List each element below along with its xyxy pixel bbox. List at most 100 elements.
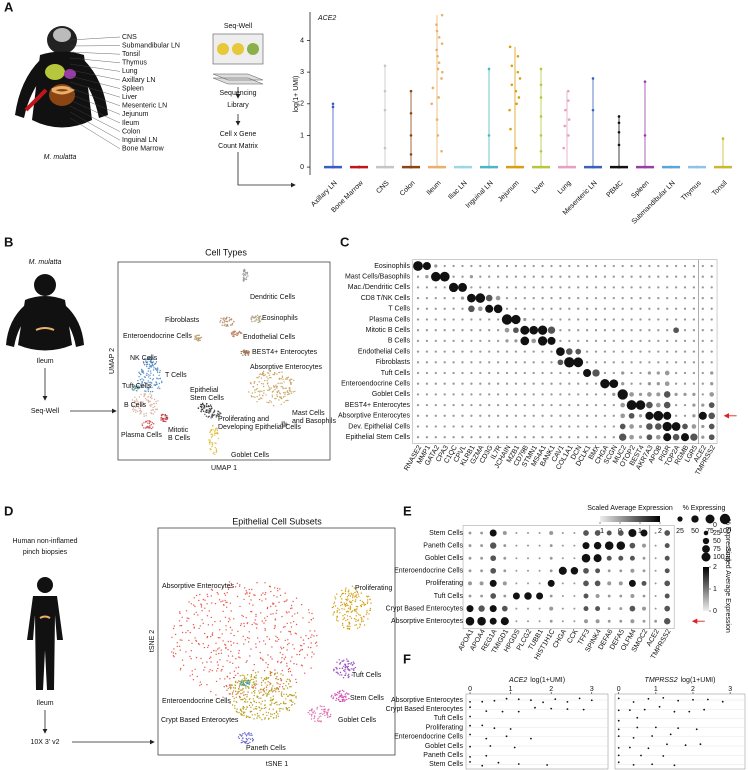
cell-point <box>335 666 337 669</box>
cell-point <box>255 705 257 708</box>
cell-point <box>233 334 235 336</box>
cell-point <box>199 593 201 596</box>
cell-point <box>245 716 248 719</box>
cell-point <box>305 635 307 637</box>
cell-point <box>270 715 272 718</box>
cell-point <box>231 332 233 335</box>
cell-point <box>213 451 215 453</box>
cell-point <box>331 606 334 609</box>
data-point <box>513 746 516 749</box>
cell-point <box>284 391 286 394</box>
dot <box>629 605 636 612</box>
dot <box>479 393 482 396</box>
cell-point <box>172 655 175 657</box>
cell-point <box>226 321 228 323</box>
cell-point <box>201 402 204 405</box>
dot <box>443 371 446 375</box>
dot <box>639 361 642 364</box>
dot <box>657 307 660 310</box>
row-label: Endothelial Cells <box>358 348 411 355</box>
cell-point <box>190 650 192 652</box>
cell-point <box>272 708 274 710</box>
cell-point <box>349 606 352 608</box>
dot <box>666 361 669 364</box>
cell-point <box>154 411 156 413</box>
size-legend-title: % Expressing <box>683 505 726 512</box>
cell-point <box>302 639 305 641</box>
cell-point <box>270 613 272 615</box>
cell-point <box>210 436 213 438</box>
data-point <box>437 165 441 169</box>
cell-point <box>230 644 232 646</box>
dot <box>701 318 704 321</box>
dot <box>425 286 429 289</box>
dot <box>673 327 679 334</box>
dot <box>532 307 535 310</box>
cell-point <box>279 382 281 384</box>
cell-point <box>277 713 279 715</box>
cell-point <box>228 581 231 583</box>
cell-point <box>219 629 221 631</box>
dot <box>692 382 696 385</box>
cell-point <box>276 596 278 598</box>
dot <box>468 569 472 573</box>
cell-point <box>247 691 249 693</box>
x-tick-label: 0 <box>468 686 472 693</box>
cell-point <box>250 732 252 735</box>
cell-point <box>193 338 196 340</box>
cell-point <box>272 613 274 615</box>
dot <box>663 411 672 420</box>
cell-point <box>216 432 218 435</box>
dot <box>496 382 500 385</box>
cell-point <box>258 690 260 692</box>
dot <box>416 350 420 353</box>
dot <box>490 555 497 562</box>
dot <box>549 569 553 573</box>
dot <box>594 339 598 343</box>
cell-point <box>290 694 292 696</box>
data-point <box>517 763 520 765</box>
cell-point <box>275 710 278 712</box>
data-point <box>440 149 443 153</box>
dot <box>573 607 576 610</box>
dot <box>532 275 535 278</box>
cell-point <box>340 604 342 607</box>
cell-point <box>333 612 335 614</box>
dot <box>647 382 652 386</box>
cell-point <box>366 610 368 612</box>
cell-point <box>323 705 325 708</box>
dot <box>470 286 473 289</box>
cell-point <box>334 596 336 598</box>
dot <box>496 286 500 289</box>
cell-point <box>276 701 278 703</box>
cell-point <box>247 682 249 684</box>
dot <box>461 329 464 332</box>
cell-point <box>309 630 311 632</box>
cell-point <box>251 392 254 394</box>
dot <box>532 286 535 289</box>
dot <box>657 296 660 300</box>
cell-point <box>156 378 158 380</box>
cell-point <box>146 358 148 361</box>
dot <box>452 361 455 364</box>
cell-point <box>222 586 224 589</box>
cell-point <box>258 381 260 383</box>
cell-point <box>251 692 253 694</box>
dot <box>618 555 624 561</box>
y-axis-label: tSNE 2 <box>149 630 156 652</box>
dot <box>577 425 580 428</box>
dot <box>478 605 485 612</box>
dot <box>657 318 660 321</box>
dot <box>647 392 652 397</box>
dot <box>664 370 670 376</box>
data-point <box>409 165 413 169</box>
data-point <box>357 165 361 169</box>
cell-point <box>201 408 204 411</box>
dot <box>549 619 553 623</box>
data-point <box>628 746 631 749</box>
cell-point <box>255 320 257 322</box>
dot <box>664 530 671 536</box>
dot <box>663 391 671 398</box>
dot <box>550 393 553 396</box>
dot <box>452 382 455 385</box>
